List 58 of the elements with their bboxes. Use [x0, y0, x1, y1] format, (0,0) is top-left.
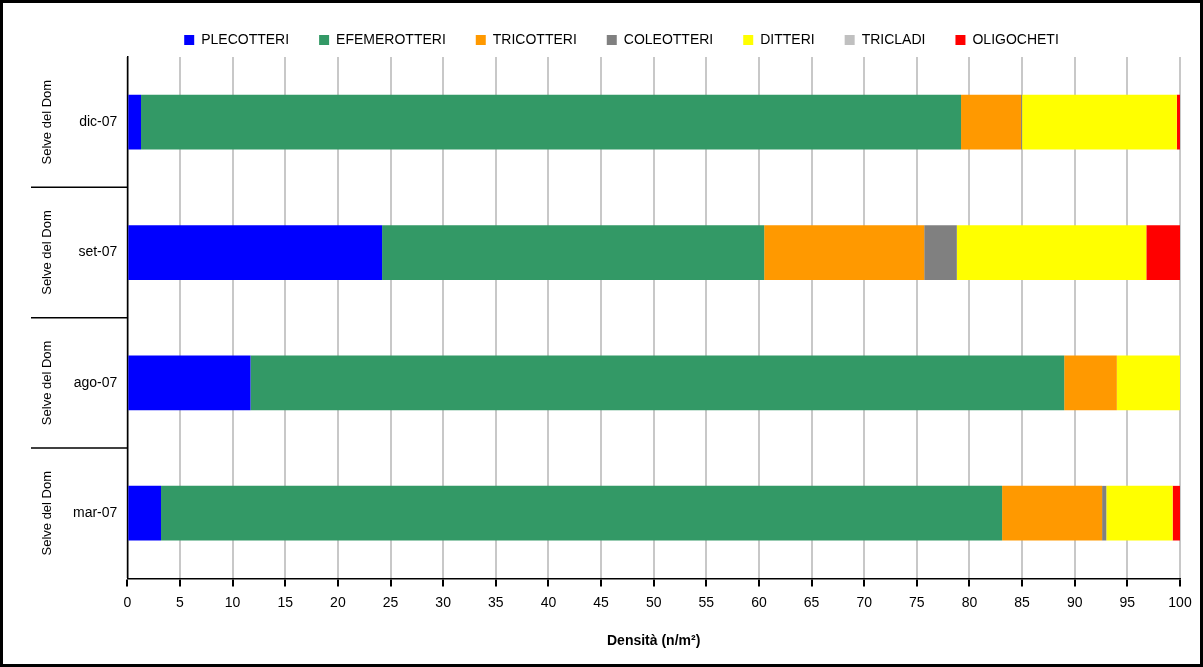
legend-label: PLECOTTERI: [201, 30, 290, 47]
x-tick-label: 100: [1168, 593, 1192, 610]
x-tick-label: 35: [487, 593, 504, 610]
text: Selve del Dom: [38, 470, 54, 556]
x-tick-label: 85: [1014, 593, 1031, 610]
x-tick-label: 40: [540, 593, 557, 610]
x-axis-title: Densità (n/m²): [607, 632, 701, 649]
legend-label: COLEOTTERI: [623, 30, 714, 47]
bar: [1102, 485, 1107, 541]
x-tick-label: 50: [645, 593, 662, 610]
x-tick-label: 90: [1066, 593, 1083, 610]
bar: [961, 94, 1022, 150]
bar: [382, 225, 765, 280]
y-tick-label: set-07: [78, 243, 118, 260]
text: Selve del Dom: [38, 210, 54, 295]
legend-label: OLIGOCHETI: [972, 30, 1059, 47]
bar: [1176, 94, 1180, 150]
y-tick-label: dic-07: [79, 113, 118, 130]
text: Selve del Dom: [38, 340, 54, 426]
x-tick-label: 15: [277, 593, 294, 610]
x-tick-label: 75: [909, 593, 925, 610]
bar: [141, 94, 962, 150]
x-tick-label: 55: [698, 593, 715, 610]
x-tick-label: 20: [330, 593, 346, 610]
x-tick-label: 70: [856, 593, 873, 610]
bar: [1064, 355, 1117, 411]
bar: [924, 225, 957, 280]
x-tick-label: 25: [382, 593, 399, 610]
bar: [1172, 485, 1180, 541]
legend-label: DITTERI: [760, 30, 815, 47]
bar: [250, 355, 1065, 411]
bar: [128, 485, 162, 541]
x-tick-label: 95: [1119, 593, 1136, 610]
bar: [1002, 485, 1103, 541]
bar: [128, 225, 383, 280]
legend-label: TRICLADI: [861, 30, 926, 47]
x-tick-label: 5: [176, 593, 185, 610]
text: Selve del Dom: [38, 79, 54, 165]
x-tick-label: 0: [123, 593, 132, 610]
bar: [128, 94, 142, 150]
x-tick-label: 30: [435, 593, 452, 610]
x-tick-label: 60: [751, 593, 767, 610]
x-tick-label: 10: [224, 593, 241, 610]
x-tick-label: 65: [803, 593, 820, 610]
legend-label: TRICOTTERI: [492, 30, 577, 47]
bar: [128, 355, 251, 411]
bar: [1106, 485, 1173, 541]
bar: [1022, 94, 1177, 150]
y-tick-label: ago-07: [73, 373, 118, 390]
bar: [764, 225, 925, 280]
y-tick-label: mar-07: [72, 504, 118, 521]
bar: [956, 225, 1147, 280]
x-tick-label: 80: [961, 593, 978, 610]
x-tick-label: 45: [593, 593, 610, 610]
bar: [161, 485, 1003, 541]
bar: [1116, 355, 1180, 411]
bar: [1146, 225, 1180, 280]
legend-label: EFEMEROTTERI: [336, 30, 446, 47]
